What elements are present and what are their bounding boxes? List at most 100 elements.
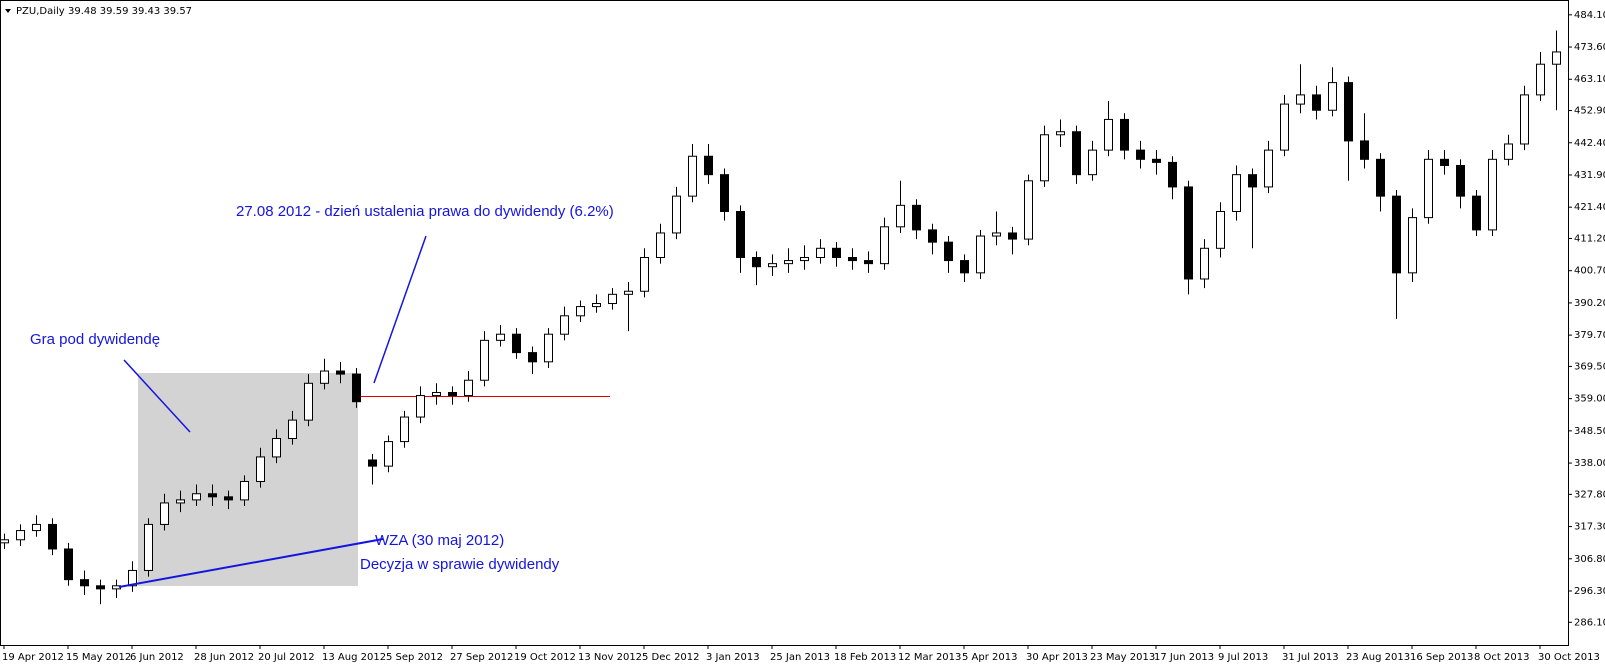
y-tick-label: 442.40	[1574, 138, 1605, 149]
candle-body	[208, 493, 217, 498]
candle-body	[1024, 180, 1033, 240]
candle-body	[128, 569, 137, 587]
candle-body	[1472, 195, 1481, 231]
candle-body	[544, 333, 553, 363]
candle-body	[336, 370, 345, 375]
candle-body	[192, 493, 201, 501]
menu-triangle	[5, 9, 11, 13]
candle-body	[1072, 131, 1081, 176]
candle-body	[1264, 149, 1273, 188]
candles	[0, 30, 1561, 605]
x-tick-label: 12 Mar 2013	[898, 652, 961, 663]
candle-body	[576, 306, 585, 317]
x-tick-label: 27 Sep 2012	[450, 652, 513, 663]
candle-body	[864, 260, 873, 265]
candle-body	[448, 391, 457, 397]
candle-body	[512, 333, 521, 354]
y-tick-label: 286.10	[1574, 617, 1605, 628]
candle-body	[736, 210, 745, 259]
candle-body	[384, 441, 393, 467]
candle-body	[416, 395, 425, 418]
x-tick-label: 30 Oct 2013	[1538, 652, 1600, 663]
candle-body	[1408, 217, 1417, 274]
x-tick-label: 13 Nov 2012	[578, 652, 642, 663]
candle-body	[1232, 174, 1241, 212]
x-tick-label: 13 Aug 2012	[322, 652, 386, 663]
x-tick-label: 30 Apr 2013	[1026, 652, 1088, 663]
candle-body	[800, 257, 809, 262]
candle-body	[928, 229, 937, 243]
candle-body	[288, 419, 297, 440]
candle-body	[832, 247, 841, 259]
candle-body	[816, 247, 825, 259]
candle-body	[432, 391, 441, 397]
x-tick-label: 25 Jan 2013	[770, 652, 830, 663]
annotation: Decyzja w sprawie dywidendy	[360, 556, 560, 573]
candle-body	[1440, 158, 1449, 166]
candle-body	[256, 456, 265, 482]
candle-body	[656, 232, 665, 259]
candle-body	[1520, 94, 1529, 145]
y-tick-label: 473.60	[1574, 42, 1605, 53]
candle-body	[32, 523, 41, 532]
y-tick-label: 452.90	[1574, 106, 1605, 117]
candle-body	[1328, 82, 1337, 111]
candle-body	[672, 195, 681, 234]
candle-body	[464, 379, 473, 397]
candle-body	[1424, 158, 1433, 219]
candle-body	[992, 232, 1001, 237]
candle-body	[880, 226, 889, 265]
candle-body	[640, 257, 649, 292]
quote: 39.48 39.59 39.43 39.57	[68, 6, 192, 17]
candle-body	[1344, 82, 1353, 142]
candle-body	[1136, 149, 1145, 160]
y-tick-label: 400.70	[1574, 266, 1605, 277]
candle-body	[0, 539, 9, 544]
candle-body	[528, 352, 537, 363]
candle-body	[1120, 118, 1129, 151]
y-tick-label: 369.50	[1574, 361, 1605, 372]
x-tick-label: 6 Jun 2012	[130, 652, 184, 663]
x-tick-label: 9 Jul 2013	[1218, 652, 1268, 663]
y-tick-label: 296.30	[1574, 586, 1605, 597]
x-tick-label: 31 Jul 2013	[1282, 652, 1339, 663]
candle-body	[624, 290, 633, 295]
y-tick-label: 327.80	[1574, 489, 1605, 500]
candle-body	[1488, 158, 1497, 231]
candle-body	[96, 585, 105, 590]
candle-body	[1200, 247, 1209, 280]
candle-body	[368, 459, 377, 467]
annotation-line	[373, 235, 427, 384]
annotation-line	[123, 359, 191, 433]
candle-body	[592, 303, 601, 308]
x-tick-label: 3 Jan 2013	[706, 652, 760, 663]
candle-body	[400, 416, 409, 443]
candle-body	[352, 373, 361, 403]
x-tick-label: 28 Jun 2012	[194, 652, 254, 663]
candle-body	[64, 548, 73, 581]
candle-body	[224, 496, 233, 501]
candle-body	[1008, 232, 1017, 240]
y-tick-label: 484.10	[1574, 10, 1605, 21]
candle-body	[608, 293, 617, 305]
candle-body	[1552, 51, 1561, 65]
candle-body	[1168, 161, 1177, 188]
candle-body	[976, 235, 985, 274]
candle-body	[912, 204, 921, 231]
candle-body	[16, 530, 25, 541]
x-tick-label: 8 Oct 2013	[1474, 652, 1529, 663]
annotation: Gra pod dywidendę	[30, 331, 160, 348]
x-tick-label: 20 Jul 2012	[258, 652, 315, 663]
candle-body	[320, 370, 329, 384]
y-tick-label: 411.20	[1574, 233, 1605, 244]
candle-body	[1536, 63, 1545, 96]
x-tick-label: 19 Oct 2012	[514, 652, 576, 663]
candle-body	[304, 382, 313, 421]
candle-body	[1280, 103, 1289, 151]
candle-body	[1104, 118, 1113, 151]
y-tick-label: 421.40	[1574, 202, 1605, 213]
x-tick-label: 5 Apr 2013	[962, 652, 1017, 663]
candle-body	[160, 502, 169, 525]
x-tick-label: 23 Aug 2013	[1346, 652, 1410, 663]
